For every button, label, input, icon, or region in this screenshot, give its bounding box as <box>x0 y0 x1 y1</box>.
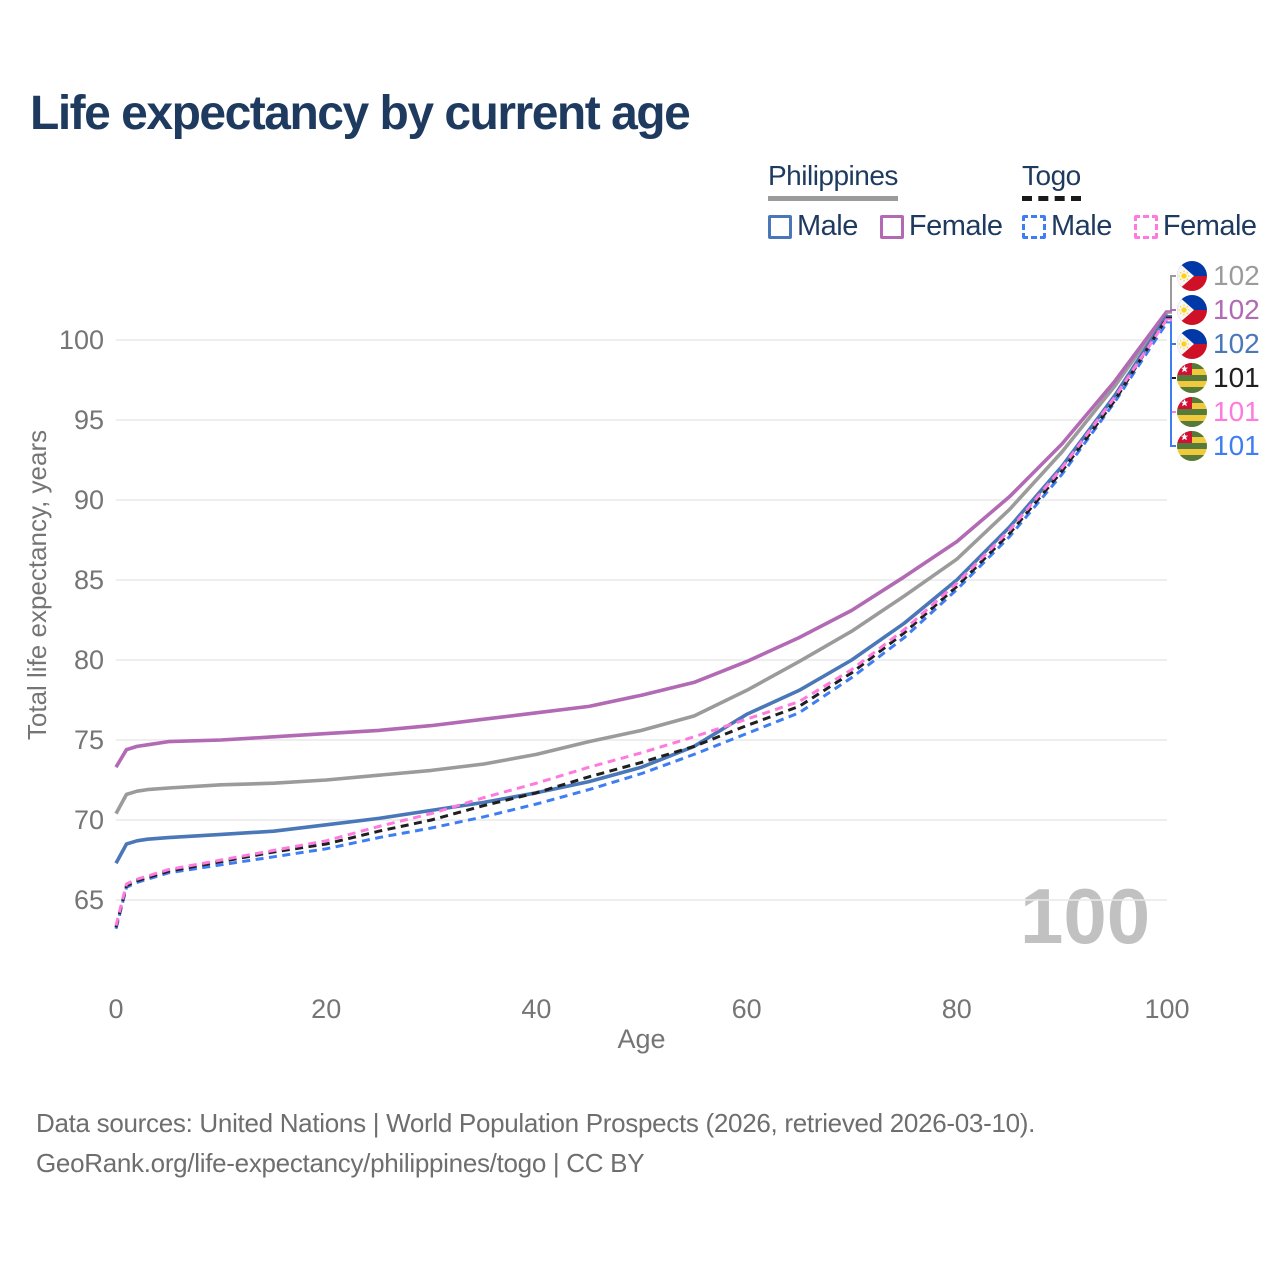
philippines-flag-icon <box>1177 261 1207 291</box>
series-line-philippines-male[interactable] <box>114 315 1169 865</box>
legend-item-togo-female[interactable]: Female <box>1133 210 1257 243</box>
x-tick-label-80: 80 <box>942 994 972 1024</box>
series-line-philippines[interactable] <box>114 311 1169 815</box>
y-axis-title: Total life expectancy, years <box>22 430 52 740</box>
togo-female-swatch-icon <box>1133 214 1158 239</box>
legend-group-togo: Togo Male Female <box>1022 160 1257 243</box>
page-title: Life expectancy by current age <box>30 87 691 140</box>
end-leader-philippines <box>1166 275 1176 314</box>
togo-flag-icon <box>1177 397 1207 427</box>
legend-label-togo-female: Female <box>1162 210 1257 242</box>
series-line-togo[interactable] <box>114 316 1169 928</box>
legend-country-philippines[interactable]: Philippines <box>768 160 898 201</box>
end-value: 101 <box>1213 396 1260 427</box>
x-tick-label-0: 0 <box>108 994 123 1024</box>
end-label-togo[interactable]: 101 <box>1177 363 1260 393</box>
legend-item-philippines-male[interactable]: Male <box>768 210 858 243</box>
legend-label-philippines-female: Female <box>908 210 1003 242</box>
x-tick-label-20: 20 <box>311 994 341 1024</box>
end-leader-philippines-female <box>1166 309 1176 313</box>
togo-flag-icon <box>1177 363 1207 393</box>
x-tick-label-40: 40 <box>521 994 551 1024</box>
legend-country-togo[interactable]: Togo <box>1022 160 1081 201</box>
end-label-philippines-female[interactable]: 102 <box>1177 295 1260 325</box>
philippines-flag-icon <box>1177 329 1207 359</box>
y-tick-label-95: 95 <box>74 405 104 435</box>
series-line-togo-female[interactable] <box>114 318 1169 926</box>
age-counter-watermark: 100 <box>1020 872 1151 960</box>
footer-data-sources: Data sources: United Nations | World Pop… <box>36 1108 1036 1138</box>
end-value: 102 <box>1213 294 1260 325</box>
legend-group-philippines: Philippines Male Female <box>768 160 1003 243</box>
end-label-philippines-male[interactable]: 102 <box>1177 329 1260 359</box>
togo-flag-icon <box>1177 431 1207 461</box>
philippines-male-swatch-icon <box>768 214 792 239</box>
end-value: 101 <box>1213 430 1260 461</box>
end-label-philippines[interactable]: 102 <box>1177 261 1260 291</box>
y-tick-label-90: 90 <box>74 485 104 515</box>
x-axis-title: Age <box>617 1024 665 1054</box>
y-tick-label-85: 85 <box>74 565 104 595</box>
end-value: 102 <box>1213 260 1260 291</box>
footer-attribution: GeoRank.org/life-expectancy/philippines/… <box>36 1148 645 1178</box>
end-label-togo-female[interactable]: 101 <box>1177 397 1260 427</box>
philippines-flag-icon <box>1177 295 1207 325</box>
x-tick-label-60: 60 <box>732 994 762 1024</box>
y-tick-label-65: 65 <box>74 885 104 915</box>
end-label-togo-male[interactable]: 101 <box>1177 431 1260 461</box>
legend-item-philippines-female[interactable]: Female <box>879 210 1003 243</box>
y-tick-label-100: 100 <box>59 325 104 355</box>
y-tick-label-70: 70 <box>74 805 104 835</box>
end-leader-togo-male <box>1166 321 1176 447</box>
end-value: 102 <box>1213 328 1260 359</box>
series-line-philippines-female[interactable] <box>114 310 1169 769</box>
legend-label-philippines-male: Male <box>797 210 858 242</box>
legend-item-togo-male[interactable]: Male <box>1022 210 1112 243</box>
philippines-female-swatch-icon <box>879 214 904 239</box>
y-tick-label-75: 75 <box>74 725 104 755</box>
series-line-togo-male[interactable] <box>114 321 1169 930</box>
y-tick-label-80: 80 <box>74 645 104 675</box>
legend-label-togo-male: Male <box>1051 210 1112 242</box>
end-value: 101 <box>1213 362 1260 393</box>
togo-male-swatch-icon <box>1022 214 1046 239</box>
x-tick-label-100: 100 <box>1144 994 1189 1024</box>
